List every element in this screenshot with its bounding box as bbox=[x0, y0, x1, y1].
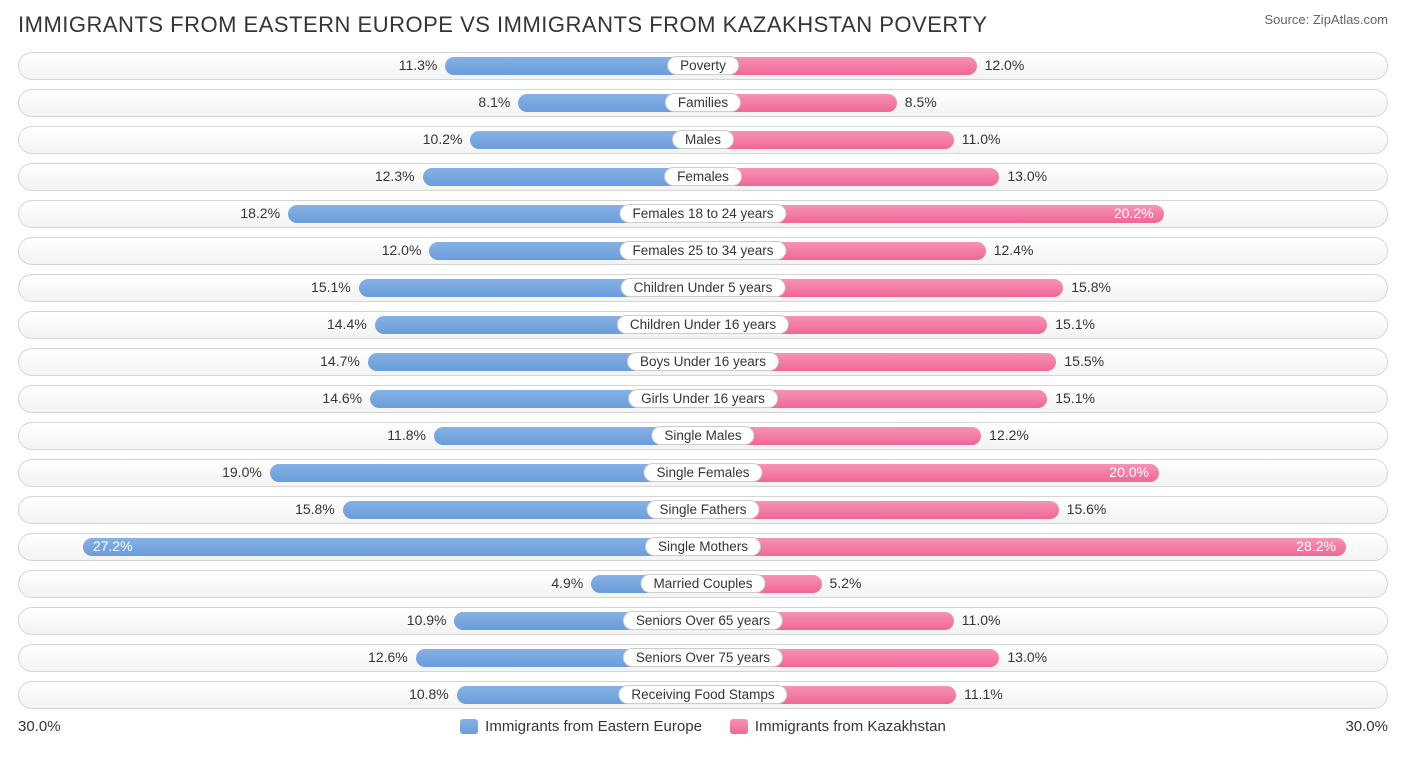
chart-row: 14.6% 15.1% Girls Under 16 years bbox=[18, 385, 1388, 413]
bar-right bbox=[703, 57, 977, 75]
category-label: Receiving Food Stamps bbox=[618, 685, 787, 704]
chart-row: 8.1% 8.5% Families bbox=[18, 89, 1388, 117]
legend-swatch-right bbox=[730, 719, 748, 734]
chart-header: IMMIGRANTS FROM EASTERN EUROPE VS IMMIGR… bbox=[18, 12, 1388, 38]
bar-left bbox=[423, 168, 703, 186]
chart-source: Source: ZipAtlas.com bbox=[1264, 12, 1388, 27]
value-left: 10.9% bbox=[407, 612, 447, 628]
value-right: 5.2% bbox=[830, 575, 862, 591]
value-right: 12.4% bbox=[994, 242, 1034, 258]
chart-row: 11.8% 12.2% Single Males bbox=[18, 422, 1388, 450]
chart-row: 12.0% 12.4% Females 25 to 34 years bbox=[18, 237, 1388, 265]
value-right: 28.2% bbox=[1296, 538, 1346, 554]
value-left: 27.2% bbox=[83, 538, 133, 554]
chart-row: 27.2% 28.2% Single Mothers bbox=[18, 533, 1388, 561]
legend-swatch-left bbox=[460, 719, 478, 734]
chart-row: 18.2% 20.2% Females 18 to 24 years bbox=[18, 200, 1388, 228]
category-label: Families bbox=[665, 93, 741, 112]
legend-label-left: Immigrants from Eastern Europe bbox=[485, 718, 702, 735]
bar-right bbox=[703, 131, 954, 149]
value-left: 10.8% bbox=[409, 686, 449, 702]
legend-item-right: Immigrants from Kazakhstan bbox=[730, 718, 946, 735]
value-right: 12.0% bbox=[985, 57, 1025, 73]
value-left: 8.1% bbox=[478, 94, 510, 110]
legend-label-right: Immigrants from Kazakhstan bbox=[755, 718, 946, 735]
bar-right bbox=[703, 464, 1159, 482]
value-right: 20.2% bbox=[1114, 205, 1164, 221]
category-label: Boys Under 16 years bbox=[627, 352, 779, 371]
category-label: Females 18 to 24 years bbox=[619, 204, 786, 223]
value-left: 12.6% bbox=[368, 649, 408, 665]
chart-row: 10.2% 11.0% Males bbox=[18, 126, 1388, 154]
value-left: 4.9% bbox=[551, 575, 583, 591]
category-label: Seniors Over 75 years bbox=[623, 648, 783, 667]
chart-row: 10.8% 11.1% Receiving Food Stamps bbox=[18, 681, 1388, 709]
legend-item-left: Immigrants from Eastern Europe bbox=[460, 718, 702, 735]
category-label: Single Females bbox=[643, 463, 762, 482]
chart-row: 19.0% 20.0% Single Females bbox=[18, 459, 1388, 487]
bar-left bbox=[83, 538, 703, 556]
value-left: 15.1% bbox=[311, 279, 351, 295]
category-label: Children Under 5 years bbox=[621, 278, 786, 297]
value-right: 15.5% bbox=[1064, 353, 1104, 369]
value-right: 15.8% bbox=[1071, 279, 1111, 295]
axis-max-left: 30.0% bbox=[18, 718, 61, 735]
value-right: 11.0% bbox=[962, 131, 1001, 147]
chart-footer: 30.0% Immigrants from Eastern Europe Imm… bbox=[18, 718, 1388, 735]
category-label: Married Couples bbox=[640, 574, 765, 593]
bar-left bbox=[470, 131, 703, 149]
value-left: 18.2% bbox=[240, 205, 280, 221]
axis-max-right: 30.0% bbox=[1345, 718, 1388, 735]
category-label: Males bbox=[672, 130, 734, 149]
diverging-bar-chart: 11.3% 12.0% Poverty 8.1% 8.5% Families 10.2% 11… bbox=[18, 52, 1388, 709]
category-label: Single Mothers bbox=[645, 537, 761, 556]
bar-left bbox=[445, 57, 703, 75]
bar-right bbox=[703, 168, 999, 186]
bar-right bbox=[703, 538, 1346, 556]
value-right: 13.0% bbox=[1007, 649, 1047, 665]
category-label: Poverty bbox=[667, 56, 739, 75]
chart-row: 11.3% 12.0% Poverty bbox=[18, 52, 1388, 80]
value-left: 11.3% bbox=[399, 57, 438, 73]
value-left: 10.2% bbox=[423, 131, 463, 147]
value-left: 12.0% bbox=[382, 242, 422, 258]
category-label: Single Males bbox=[651, 426, 754, 445]
value-right: 11.1% bbox=[964, 686, 1003, 702]
chart-row: 14.7% 15.5% Boys Under 16 years bbox=[18, 348, 1388, 376]
category-label: Children Under 16 years bbox=[617, 315, 789, 334]
bar-left bbox=[270, 464, 703, 482]
category-label: Girls Under 16 years bbox=[628, 389, 778, 408]
value-right: 13.0% bbox=[1007, 168, 1047, 184]
value-right: 20.0% bbox=[1109, 464, 1159, 480]
chart-row: 14.4% 15.1% Children Under 16 years bbox=[18, 311, 1388, 339]
chart-row: 15.8% 15.6% Single Fathers bbox=[18, 496, 1388, 524]
value-left: 14.4% bbox=[327, 316, 367, 332]
chart-title: IMMIGRANTS FROM EASTERN EUROPE VS IMMIGR… bbox=[18, 12, 988, 38]
chart-row: 12.3% 13.0% Females bbox=[18, 163, 1388, 191]
value-left: 12.3% bbox=[375, 168, 415, 184]
value-right: 15.6% bbox=[1067, 501, 1107, 517]
value-right: 11.0% bbox=[962, 612, 1001, 628]
value-right: 8.5% bbox=[905, 94, 937, 110]
value-left: 11.8% bbox=[387, 427, 426, 443]
category-label: Seniors Over 65 years bbox=[623, 611, 783, 630]
value-right: 12.2% bbox=[989, 427, 1029, 443]
value-right: 15.1% bbox=[1055, 390, 1095, 406]
value-left: 15.8% bbox=[295, 501, 335, 517]
legend: Immigrants from Eastern Europe Immigrant… bbox=[460, 718, 946, 735]
value-left: 14.6% bbox=[322, 390, 362, 406]
chart-row: 4.9% 5.2% Married Couples bbox=[18, 570, 1388, 598]
chart-row: 10.9% 11.0% Seniors Over 65 years bbox=[18, 607, 1388, 635]
value-left: 19.0% bbox=[222, 464, 262, 480]
category-label: Females bbox=[664, 167, 742, 186]
category-label: Single Fathers bbox=[646, 500, 759, 519]
value-left: 14.7% bbox=[320, 353, 360, 369]
category-label: Females 25 to 34 years bbox=[619, 241, 786, 260]
value-right: 15.1% bbox=[1055, 316, 1095, 332]
chart-row: 12.6% 13.0% Seniors Over 75 years bbox=[18, 644, 1388, 672]
chart-row: 15.1% 15.8% Children Under 5 years bbox=[18, 274, 1388, 302]
